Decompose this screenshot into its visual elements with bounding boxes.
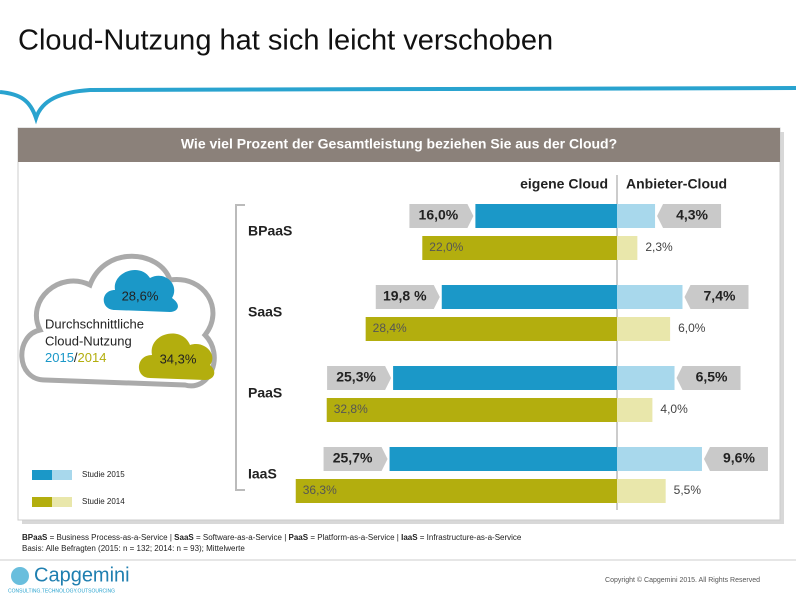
summary-years: 2015/2014 [45, 350, 106, 365]
value-label: 7,4% [704, 288, 736, 304]
bar [422, 236, 617, 260]
value-label: 36,3% [303, 483, 337, 497]
summary-value: 34,3% [160, 351, 197, 366]
footnote: Basis: Alle Befragten (2015: n = 132; 20… [22, 544, 245, 553]
legend-swatch [32, 497, 52, 507]
summary-label: Durchschnittliche [45, 316, 144, 331]
logo: Capgemini [34, 564, 130, 586]
bar [617, 204, 656, 228]
label-callout [327, 366, 392, 390]
chart-title: Wie viel Prozent der Gesamtleistung bezi… [181, 136, 617, 152]
bar [295, 479, 617, 503]
value-label: 2,3% [645, 240, 673, 254]
value-label: 25,7% [333, 450, 373, 466]
category-label: IaaS [248, 466, 277, 482]
bar [617, 447, 702, 471]
legend-label: Studie 2015 [82, 470, 125, 479]
label-callout [676, 366, 741, 390]
category-label: BPaaS [248, 223, 292, 239]
footnote-part: PaaS [289, 533, 309, 542]
value-label: 6,5% [696, 369, 728, 385]
label-callout [323, 447, 388, 471]
label-callout [375, 285, 440, 309]
legend-swatch [52, 470, 72, 480]
value-label: 6,0% [678, 321, 706, 335]
cloud-2015 [103, 269, 178, 312]
bar [617, 317, 671, 341]
bar [389, 447, 617, 471]
summary-label: Cloud-Nutzung [45, 333, 132, 348]
bar [617, 285, 683, 309]
bar [617, 236, 638, 260]
cloud-outline [19, 253, 217, 389]
footnote: BPaaS = Business Process-as-a-Service | … [22, 533, 522, 542]
value-label: 19,8 % [383, 288, 427, 304]
value-label: 4,0% [660, 402, 688, 416]
value-label: 25,3% [336, 369, 376, 385]
value-label: 16,0% [419, 207, 459, 223]
bar [617, 366, 675, 390]
bar [475, 204, 617, 228]
bar [617, 398, 653, 422]
legend-swatch [32, 470, 52, 480]
footnote-part: IaaS [401, 533, 418, 542]
bar [617, 479, 666, 503]
value-label: 4,3% [676, 207, 708, 223]
bracket [235, 204, 245, 491]
value-label: 5,5% [674, 483, 702, 497]
panel-header [18, 128, 780, 162]
label-callout [703, 447, 768, 471]
footnote-part: = Software-as-a-Service | [194, 533, 289, 542]
legend-label: Studie 2014 [82, 497, 125, 506]
category-label: SaaS [248, 304, 282, 320]
side-label: eigene Cloud [520, 176, 608, 192]
legend-swatch [52, 497, 72, 507]
bar [393, 366, 617, 390]
footnote-part: BPaaS [22, 533, 48, 542]
footnote-part: = Platform-as-a-Service | [308, 533, 401, 542]
footnote-part: = Business Process-as-a-Service | [47, 533, 174, 542]
logo-icon [11, 567, 29, 585]
side-label: Anbieter-Cloud [626, 176, 727, 192]
label-callout [409, 204, 474, 228]
year: 2014 [78, 350, 107, 365]
slide-title: Cloud-Nutzung hat sich leicht verschoben [18, 25, 553, 57]
sep: / [74, 350, 78, 365]
summary-value: 28,6% [122, 288, 159, 303]
label-callout [657, 204, 722, 228]
footnote-part: SaaS [174, 533, 194, 542]
label-callout [684, 285, 749, 309]
footnote-part: = Infrastructure-as-a-Service [418, 533, 522, 542]
value-label: 9,6% [723, 450, 755, 466]
logo-tagline: CONSULTING.TECHNOLOGY.OUTSOURCING [8, 588, 115, 594]
copyright: Copyright © Capgemini 2015. All Rights R… [605, 576, 760, 584]
bar [441, 285, 617, 309]
value-label: 32,8% [334, 402, 368, 416]
category-label: PaaS [248, 385, 282, 401]
year: 2015 [45, 350, 74, 365]
value-label: 28,4% [373, 321, 407, 335]
value-label: 22,0% [429, 240, 463, 254]
cloud-2014 [138, 333, 215, 380]
bar [326, 398, 617, 422]
wave-line [0, 86, 796, 125]
bar [365, 317, 617, 341]
